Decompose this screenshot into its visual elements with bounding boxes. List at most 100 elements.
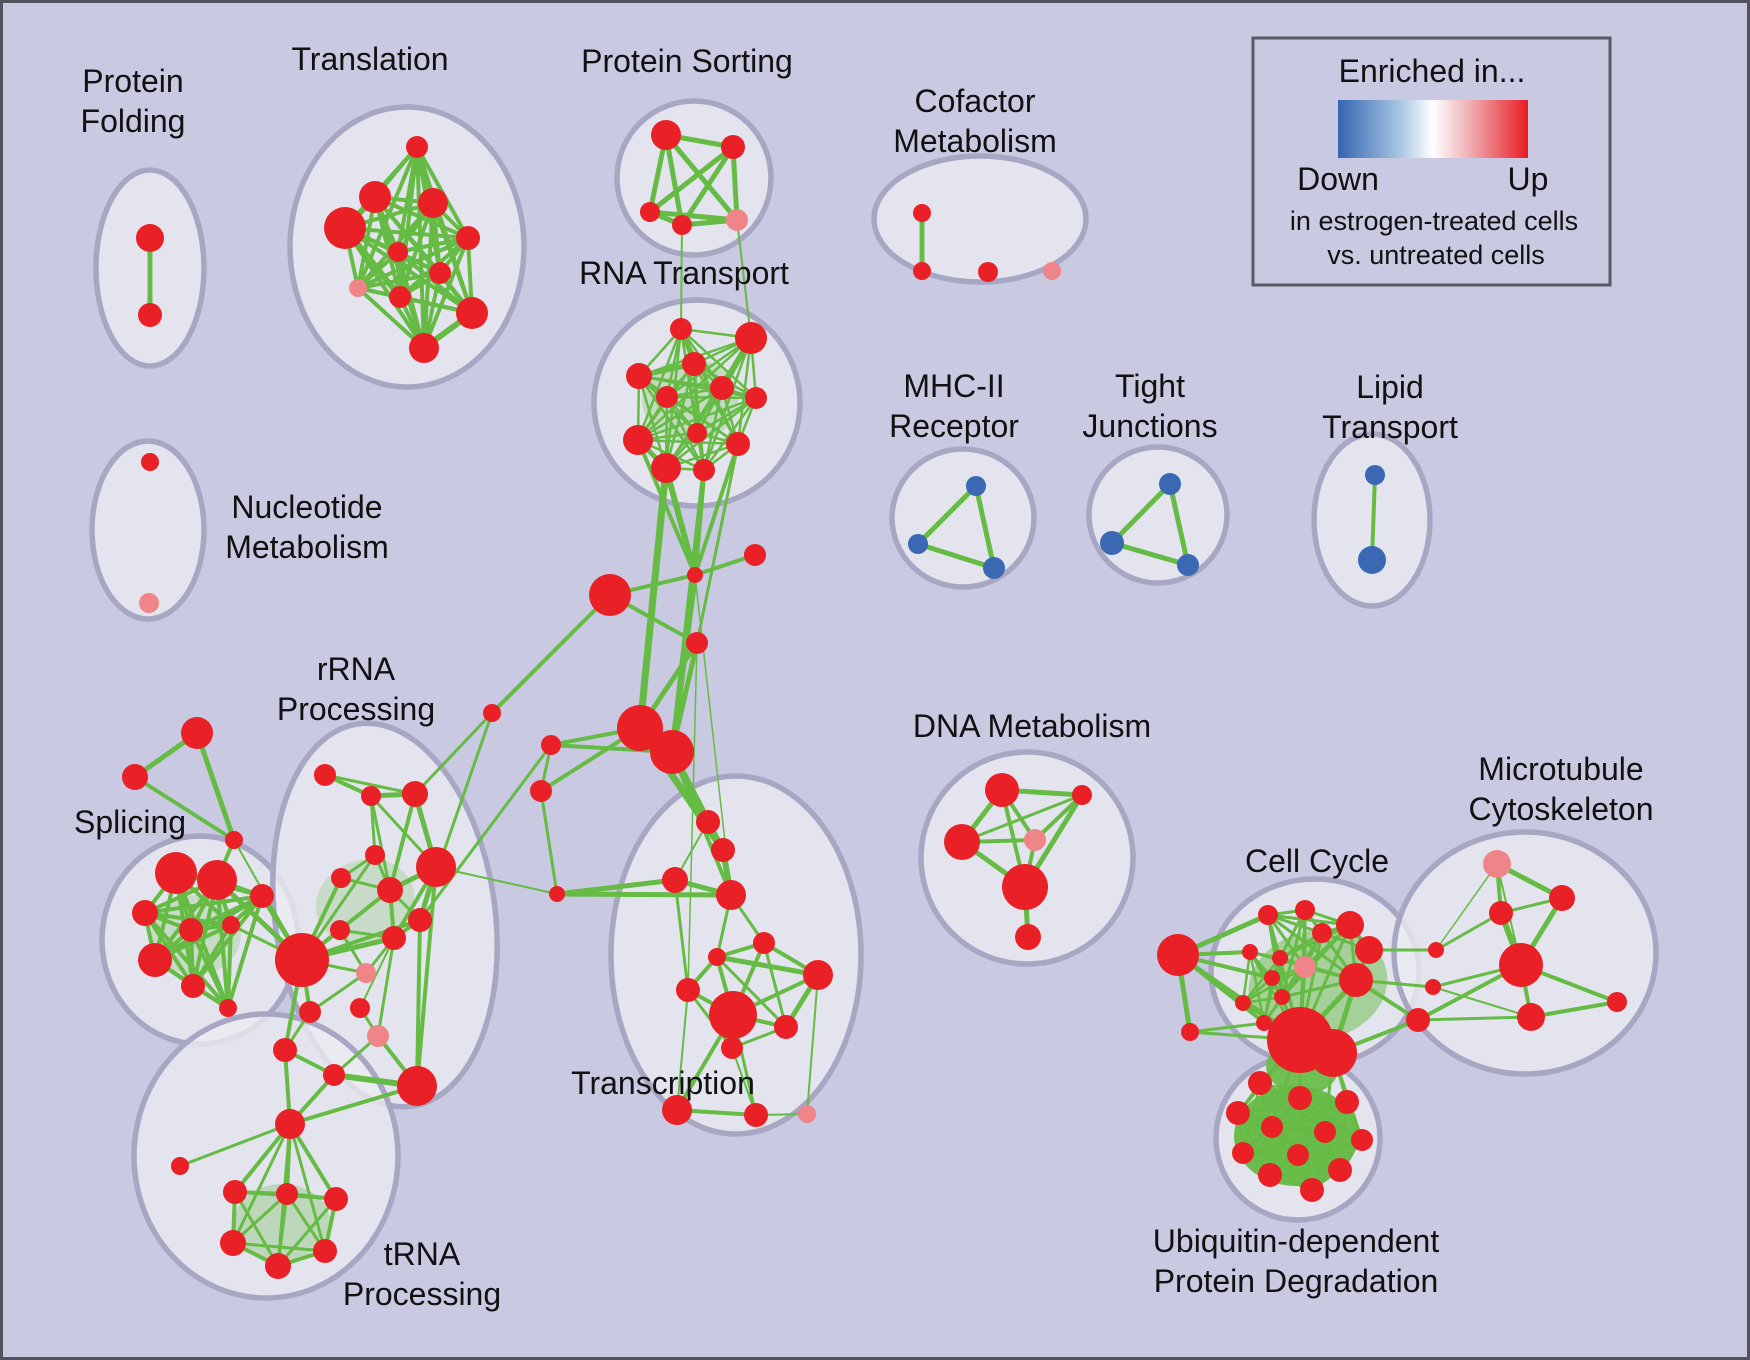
node-c17[interactable] — [1181, 1023, 1199, 1041]
node-j2[interactable] — [686, 632, 708, 654]
node-t2[interactable] — [359, 181, 391, 213]
node-d1[interactable] — [985, 773, 1019, 807]
node-rt9[interactable] — [623, 425, 653, 455]
node-s6[interactable] — [138, 943, 172, 977]
node-s3[interactable] — [132, 900, 158, 926]
node-nm1[interactable] — [141, 453, 159, 471]
node-q1[interactable] — [223, 1180, 247, 1204]
node-big1[interactable] — [589, 574, 631, 616]
node-r8[interactable] — [275, 933, 329, 987]
node-c7[interactable] — [1272, 950, 1288, 966]
node-u1[interactable] — [1248, 1071, 1272, 1095]
node-cn2[interactable] — [541, 735, 561, 755]
node-qa[interactable] — [171, 1157, 189, 1175]
node-cf3[interactable] — [978, 262, 998, 282]
node-r2[interactable] — [361, 786, 381, 806]
node-u9[interactable] — [1287, 1144, 1309, 1166]
node-t9[interactable] — [389, 286, 411, 308]
node-r4[interactable] — [365, 845, 385, 865]
node-cf1[interactable] — [913, 204, 931, 222]
node-t11[interactable] — [409, 333, 439, 363]
node-rt5[interactable] — [656, 386, 678, 408]
node-rt3[interactable] — [682, 352, 706, 376]
node-u6[interactable] — [1314, 1121, 1336, 1143]
node-tj2[interactable] — [1100, 531, 1124, 555]
node-q2[interactable] — [276, 1183, 298, 1205]
node-x13[interactable] — [744, 1103, 768, 1127]
node-mt2[interactable] — [1489, 901, 1513, 925]
node-g1t[interactable] — [181, 717, 213, 749]
node-c13[interactable] — [1339, 963, 1373, 997]
node-t8[interactable] — [349, 279, 367, 297]
node-lt1[interactable] — [1365, 465, 1385, 485]
node-cl[interactable] — [1157, 934, 1199, 976]
node-p4[interactable] — [367, 1025, 389, 1047]
node-t7[interactable] — [429, 262, 451, 284]
node-p5[interactable] — [350, 998, 370, 1018]
node-x11[interactable] — [721, 1037, 743, 1059]
node-d3[interactable] — [944, 824, 980, 860]
node-c6[interactable] — [1242, 944, 1258, 960]
node-u2[interactable] — [1288, 1086, 1312, 1110]
node-u3[interactable] — [1335, 1090, 1359, 1114]
node-r13[interactable] — [299, 1001, 321, 1023]
node-rt1[interactable] — [670, 318, 692, 340]
node-nm2[interactable] — [139, 593, 159, 613]
node-r12[interactable] — [408, 908, 432, 932]
node-x7[interactable] — [803, 960, 833, 990]
node-ps2[interactable] — [721, 135, 745, 159]
node-t10[interactable] — [456, 297, 488, 329]
node-rt10[interactable] — [726, 432, 750, 456]
node-d5[interactable] — [1002, 864, 1048, 910]
node-x9[interactable] — [709, 991, 757, 1039]
node-x6[interactable] — [708, 948, 726, 966]
node-x14[interactable] — [798, 1105, 816, 1123]
node-r11[interactable] — [382, 926, 406, 950]
node-rt4[interactable] — [626, 363, 652, 389]
node-q5[interactable] — [313, 1239, 337, 1263]
node-x3[interactable] — [662, 867, 688, 893]
node-tj1[interactable] — [1159, 473, 1181, 495]
node-u8[interactable] — [1232, 1142, 1254, 1164]
node-x2[interactable] — [711, 838, 735, 862]
node-g1[interactable] — [617, 705, 663, 751]
node-c8[interactable] — [1294, 956, 1316, 978]
node-rt7[interactable] — [745, 387, 767, 409]
node-rt8[interactable] — [687, 423, 707, 443]
node-cn3[interactable] — [530, 780, 552, 802]
node-rt2[interactable] — [735, 322, 767, 354]
node-t4[interactable] — [324, 207, 366, 249]
node-u11[interactable] — [1328, 1158, 1352, 1182]
node-p3[interactable] — [397, 1066, 437, 1106]
node-j1[interactable] — [687, 567, 703, 583]
node-rt11[interactable] — [651, 453, 681, 483]
node-r5[interactable] — [331, 868, 351, 888]
node-s5[interactable] — [222, 916, 240, 934]
node-c11[interactable] — [1235, 995, 1251, 1011]
node-c2[interactable] — [1295, 900, 1315, 920]
node-r6[interactable] — [377, 877, 403, 903]
node-t6[interactable] — [388, 242, 408, 262]
node-g2[interactable] — [650, 730, 694, 774]
node-t5[interactable] — [456, 226, 480, 250]
node-ps3[interactable] — [640, 202, 660, 222]
node-jr[interactable] — [744, 544, 766, 566]
node-lt2[interactable] — [1358, 546, 1386, 574]
node-x5[interactable] — [753, 932, 775, 954]
node-c3[interactable] — [1336, 911, 1364, 939]
node-mt6[interactable] — [1607, 992, 1627, 1012]
node-c16[interactable] — [1406, 1008, 1430, 1032]
node-th[interactable] — [275, 1109, 305, 1139]
node-r3[interactable] — [402, 781, 428, 807]
node-mt5[interactable] — [1517, 1003, 1545, 1031]
node-t3[interactable] — [418, 188, 448, 218]
node-c4[interactable] — [1355, 936, 1383, 964]
node-c1[interactable] — [1258, 905, 1278, 925]
node-q3[interactable] — [324, 1187, 348, 1211]
node-x4[interactable] — [716, 880, 746, 910]
node-s8[interactable] — [219, 999, 237, 1017]
node-x10[interactable] — [774, 1015, 798, 1039]
node-d4[interactable] — [1024, 829, 1046, 851]
node-cf4[interactable] — [1043, 262, 1061, 280]
node-pf1[interactable] — [136, 224, 164, 252]
